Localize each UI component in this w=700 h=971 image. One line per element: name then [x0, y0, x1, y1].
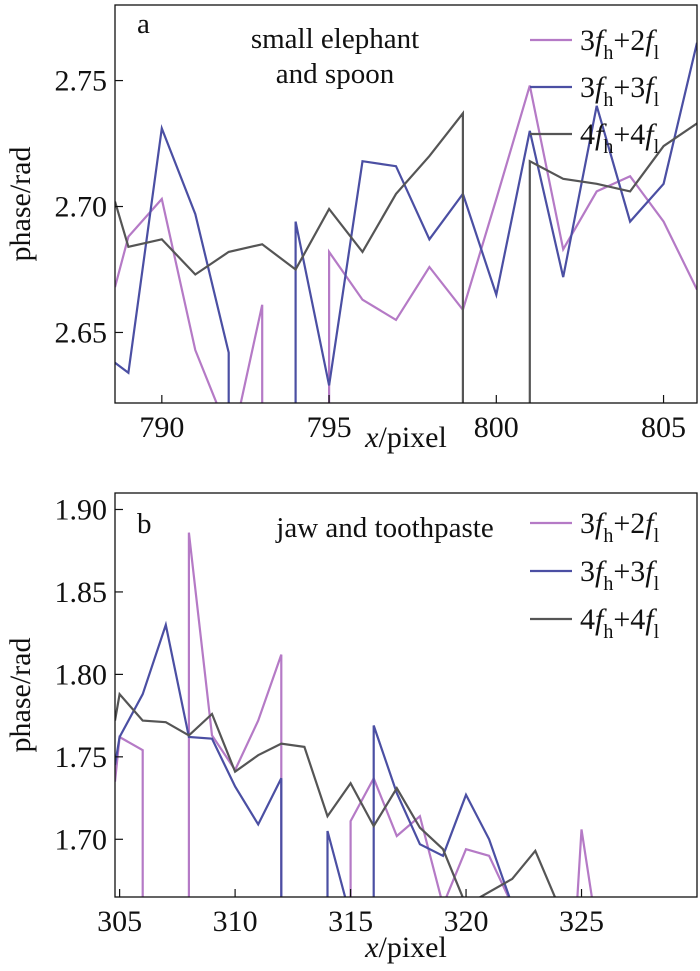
plot-frame — [114, 4, 698, 404]
plot-frame — [114, 492, 698, 898]
series-group — [115, 42, 697, 403]
legend-entry: 3fh+3fl — [580, 555, 660, 595]
annotation-text: small elephant — [251, 23, 419, 55]
y-tick-label: 2.70 — [55, 191, 108, 224]
x-tick-label: 805 — [641, 411, 686, 444]
y-tick-label: 1.75 — [55, 741, 108, 774]
panel-letter: b — [137, 508, 152, 540]
x-tick-label: 315 — [328, 905, 373, 938]
legend-entry: 3fh+2fl — [580, 24, 660, 64]
series-group — [115, 532, 593, 897]
legend-entry: 3fh+3fl — [580, 71, 660, 111]
annotation-text: and spoon — [276, 58, 395, 90]
panel-a: 790 795 800 805 2.65 2.70 2.75 x/pixel phase/rad… — [4, 4, 698, 454]
x-tick-label: 305 — [97, 905, 142, 938]
panel-letter: a — [137, 8, 150, 40]
x-tick-label: 320 — [444, 905, 489, 938]
series-line-3 — [115, 691, 557, 897]
y-axis-label: phase/rad — [4, 638, 37, 753]
y-tick-label: 1.85 — [55, 576, 108, 609]
y-tick-label: 1.90 — [55, 493, 108, 526]
series-line-2 — [115, 42, 697, 403]
x-axis-label: x/pixel — [364, 931, 447, 964]
series-line-1 — [115, 532, 593, 897]
y-axis-label: phase/rad — [4, 147, 37, 262]
legend-entry: 4fh+4fl — [580, 118, 660, 158]
y-tick-label: 2.65 — [55, 316, 108, 349]
panel-b: 305 310 315 320 325 1.70 1.75 1.80 1.85 1.90 x/pix… — [4, 492, 698, 964]
x-tick-label: 325 — [559, 905, 604, 938]
x-tick-label: 795 — [307, 411, 352, 444]
legend-entry: 3fh+2fl — [580, 507, 660, 547]
y-tick-label: 1.80 — [55, 658, 108, 691]
series-line-2 — [115, 620, 511, 897]
x-tick-label: 790 — [139, 411, 184, 444]
y-tick-label: 2.75 — [55, 65, 108, 98]
series-line-3 — [115, 110, 697, 403]
x-tick-label: 310 — [213, 905, 258, 938]
y-tick-label: 1.70 — [55, 823, 108, 856]
x-axis-label: x/pixel — [364, 421, 447, 454]
annotation-text: jaw and toothpaste — [275, 512, 493, 544]
x-tick-label: 800 — [474, 411, 519, 444]
legend-entry: 4fh+4fl — [580, 603, 660, 643]
